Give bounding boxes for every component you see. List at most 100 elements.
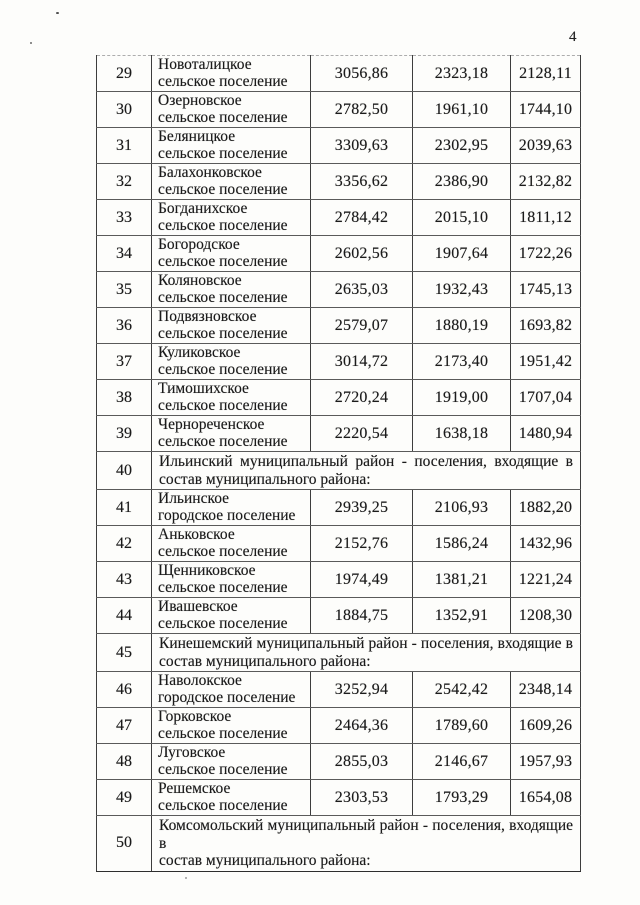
settlement-name: Богданихское bbox=[158, 200, 248, 217]
settlement-type: сельское поселение bbox=[158, 324, 288, 342]
settlement-name: Наволокское bbox=[158, 672, 242, 689]
settlement-name-cell: Ильинское городское поселение bbox=[151, 489, 311, 526]
settlement-name: Богородское bbox=[158, 236, 240, 253]
settlement-name: Горковское bbox=[158, 708, 232, 725]
settlement-name: Озерновское bbox=[158, 92, 242, 109]
settlement-name: Беляницкое bbox=[158, 128, 236, 145]
value-col-1: 2303,53 bbox=[310, 779, 413, 816]
settlement-name-cell: Луговское сельское поселение bbox=[151, 743, 311, 780]
settlement-type: сельское поселение bbox=[158, 108, 288, 126]
value-col-1: 2782,50 bbox=[310, 91, 413, 128]
district-title-line2: состав муниципального района: bbox=[159, 470, 371, 488]
value-col-3: 2039,63 bbox=[510, 127, 581, 164]
value-col-3: 2348,14 bbox=[510, 671, 581, 708]
settlement-name: Подвязновское bbox=[158, 308, 257, 325]
settlement-name: Ильинское bbox=[158, 490, 230, 507]
row-number: 38 bbox=[96, 379, 152, 416]
value-col-1: 2855,03 bbox=[310, 743, 413, 780]
district-title-line2: состав муниципального района: bbox=[159, 652, 371, 670]
settlements-table: 29 Новоталицкое сельское поселение 3056,… bbox=[96, 55, 581, 872]
value-col-2: 1919,00 bbox=[412, 379, 511, 416]
settlement-type: сельское поселение bbox=[158, 542, 288, 560]
value-col-3: 1951,42 bbox=[510, 343, 581, 380]
value-col-3: 1221,24 bbox=[510, 561, 581, 598]
ink-speck bbox=[30, 42, 32, 44]
settlement-name-cell: Решемское сельское поселение bbox=[151, 779, 311, 816]
settlement-type: сельское поселение bbox=[158, 288, 288, 306]
settlement-name-cell: Аньковское сельское поселение bbox=[151, 525, 311, 562]
settlement-name: Ивашевское bbox=[158, 598, 238, 615]
settlement-type: сельское поселение bbox=[158, 72, 288, 90]
settlement-name: Щенниковское bbox=[158, 562, 256, 579]
value-col-2: 1789,60 bbox=[412, 707, 511, 744]
value-col-2: 1880,19 bbox=[412, 307, 511, 344]
value-col-3: 1654,08 bbox=[510, 779, 581, 816]
settlement-name-cell: Балахонковское сельское поселение bbox=[151, 163, 311, 200]
settlement-name: Новоталицкое bbox=[158, 56, 252, 73]
value-col-1: 2220,54 bbox=[310, 415, 413, 452]
value-col-1: 2464,36 bbox=[310, 707, 413, 744]
settlement-type: сельское поселение bbox=[158, 432, 288, 450]
value-col-3: 1480,94 bbox=[510, 415, 581, 452]
row-number: 39 bbox=[96, 415, 152, 452]
row-number: 43 bbox=[96, 561, 152, 598]
settlement-name-cell: Чернореченское сельское поселение bbox=[151, 415, 311, 452]
settlement-name: Балахонковское bbox=[158, 164, 262, 181]
row-number: 30 bbox=[96, 91, 152, 128]
settlement-type: сельское поселение bbox=[158, 614, 288, 632]
value-col-2: 1907,64 bbox=[412, 235, 511, 272]
table-row: 30 Озерновское сельское поселение 2782,5… bbox=[96, 91, 581, 128]
settlement-name: Тимошихское bbox=[158, 380, 249, 397]
settlement-name-cell: Коляновское сельское поселение bbox=[151, 271, 311, 308]
row-number: 34 bbox=[96, 235, 152, 272]
value-col-1: 2602,56 bbox=[310, 235, 413, 272]
settlement-name-cell: Богородское сельское поселение bbox=[151, 235, 311, 272]
row-number: 33 bbox=[96, 199, 152, 236]
settlement-name-cell: Богданихское сельское поселение bbox=[151, 199, 311, 236]
table-row: 34 Богородское сельское поселение 2602,5… bbox=[96, 235, 581, 272]
settlement-name-cell: Озерновское сельское поселение bbox=[151, 91, 311, 128]
settlement-name-cell: Тимошихское сельское поселение bbox=[151, 379, 311, 416]
ink-speck bbox=[56, 12, 59, 14]
value-col-2: 2173,40 bbox=[412, 343, 511, 380]
settlement-type: сельское поселение bbox=[158, 252, 288, 270]
value-col-1: 2784,42 bbox=[310, 199, 413, 236]
value-col-3: 1811,12 bbox=[510, 199, 581, 236]
value-col-1: 2720,24 bbox=[310, 379, 413, 416]
settlement-name: Чернореченское bbox=[158, 416, 265, 433]
value-col-1: 3056,86 bbox=[310, 55, 413, 92]
table-row: 42 Аньковское сельское поселение 2152,76… bbox=[96, 525, 581, 562]
settlement-name-cell: Ивашевское сельское поселение bbox=[151, 597, 311, 634]
settlement-name: Решемское bbox=[158, 780, 231, 797]
value-col-2: 1586,24 bbox=[412, 525, 511, 562]
section-row: 45 Кинешемский муниципальный район - пос… bbox=[96, 633, 581, 672]
value-col-1: 1884,75 bbox=[310, 597, 413, 634]
table-row: 36 Подвязновское сельское поселение 2579… bbox=[96, 307, 581, 344]
value-col-3: 1745,13 bbox=[510, 271, 581, 308]
settlement-name-cell: Щенниковское сельское поселение bbox=[151, 561, 311, 598]
settlement-name: Куликовское bbox=[158, 344, 241, 361]
district-title-line1: Кинешемский муниципальный район - поселе… bbox=[159, 635, 573, 652]
settlement-type: сельское поселение bbox=[158, 760, 288, 778]
settlement-name-cell: Подвязновское сельское поселение bbox=[151, 307, 311, 344]
district-section-cell: Кинешемский муниципальный район - поселе… bbox=[151, 633, 581, 672]
row-number: 41 bbox=[96, 489, 152, 526]
value-col-1: 2579,07 bbox=[310, 307, 413, 344]
value-col-3: 2132,82 bbox=[510, 163, 581, 200]
value-col-1: 1974,49 bbox=[310, 561, 413, 598]
value-col-3: 1609,26 bbox=[510, 707, 581, 744]
settlement-name-cell: Новоталицкое сельское поселение bbox=[151, 55, 311, 92]
value-col-1: 3356,62 bbox=[310, 163, 413, 200]
value-col-2: 2106,93 bbox=[412, 489, 511, 526]
table-row: 49 Решемское сельское поселение 2303,53 … bbox=[96, 779, 581, 816]
section-row: 50 Комсомольский муниципальный район - п… bbox=[96, 815, 581, 872]
row-number: 35 bbox=[96, 271, 152, 308]
value-col-1: 3014,72 bbox=[310, 343, 413, 380]
value-col-2: 2146,67 bbox=[412, 743, 511, 780]
value-col-1: 3252,94 bbox=[310, 671, 413, 708]
section-row: 40 Ильинский муниципальный район - посел… bbox=[96, 451, 581, 490]
table-row: 39 Чернореченское сельское поселение 222… bbox=[96, 415, 581, 452]
table-row: 46 Наволокское городское поселение 3252,… bbox=[96, 671, 581, 708]
row-number: 42 bbox=[96, 525, 152, 562]
